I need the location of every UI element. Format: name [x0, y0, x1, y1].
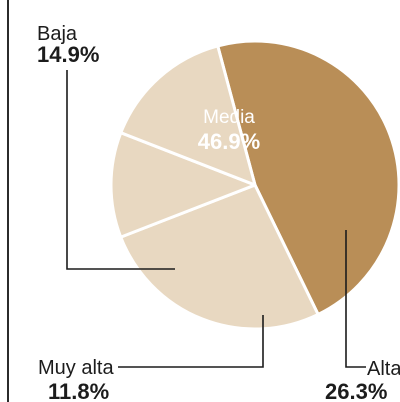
slice-value-media: 46.9%	[198, 129, 260, 154]
leader-line-baja	[66, 70, 175, 270]
left-border-line	[7, 0, 9, 402]
slice-label-alta: Alta	[367, 358, 400, 380]
slice-value-baja: 14.9%	[37, 42, 99, 67]
leader-line-muy-alta	[118, 315, 264, 368]
pie-slice-media	[216, 39, 400, 316]
slice-label-baja: Baja	[37, 23, 78, 45]
slice-value-muy-alta: 11.8%	[48, 379, 109, 402]
slice-labels: Media 46.9% Alta 26.3% Muy alta 11.8% Ba…	[37, 23, 400, 402]
leader-lines	[66, 70, 366, 368]
slice-label-muy-alta: Muy alta	[38, 357, 114, 379]
slice-value-alta: 26.3%	[325, 379, 387, 402]
pie-slice-muy-alta	[109, 131, 257, 239]
pie-slice-baja	[119, 44, 257, 187]
pie-slices	[109, 39, 400, 331]
leader-line-alta	[345, 230, 366, 368]
pie-slice-alta	[119, 183, 320, 331]
slice-label-media: Media	[203, 107, 255, 128]
